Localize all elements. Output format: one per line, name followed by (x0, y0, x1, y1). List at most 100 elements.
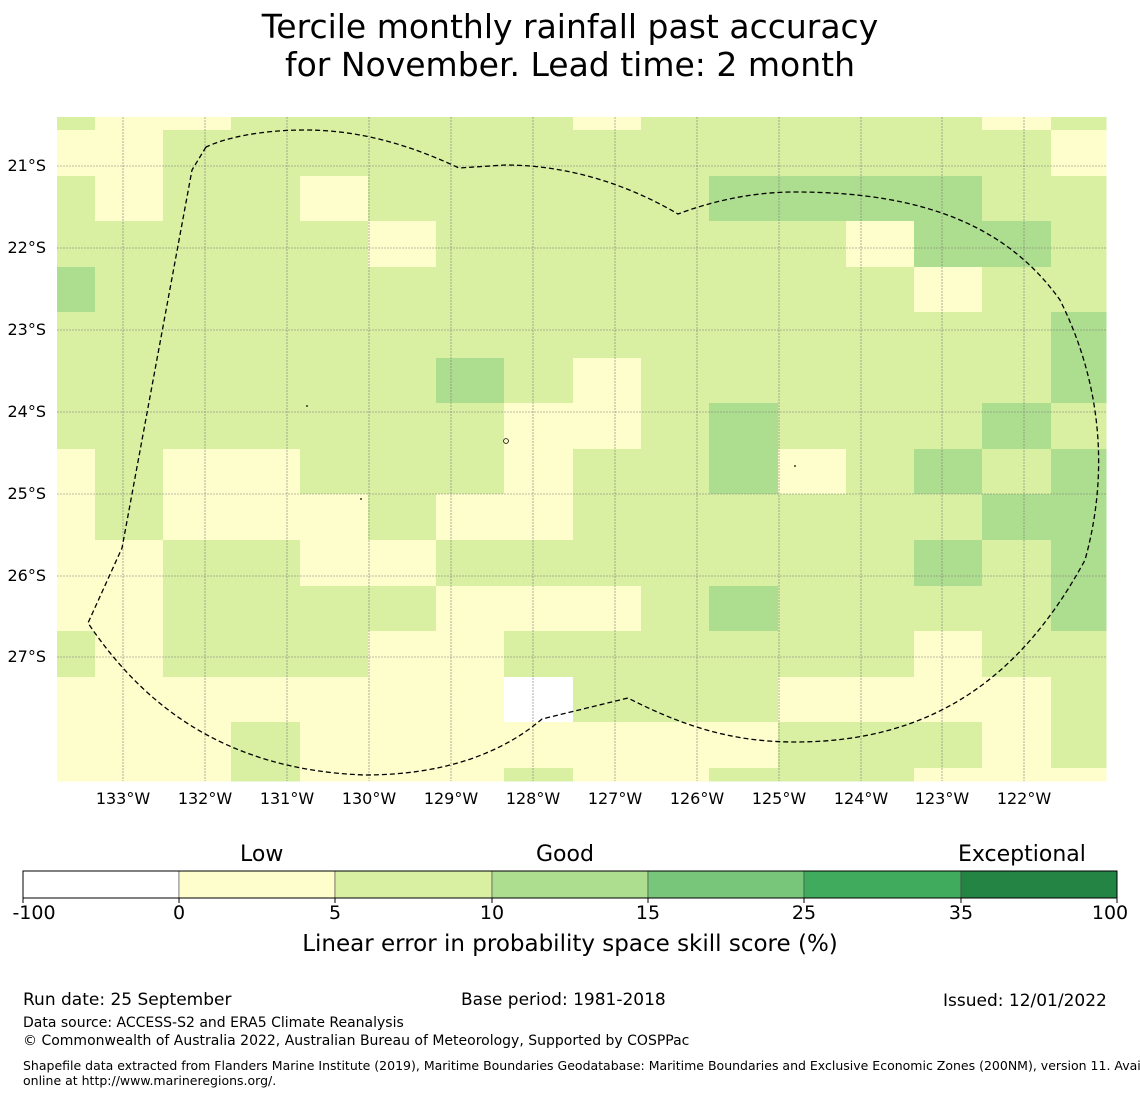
grid-cell (982, 494, 1052, 541)
grid-cell (709, 267, 779, 313)
grid-cell (641, 403, 710, 450)
latitude-label: 26°S (7, 566, 46, 585)
grid-cell (641, 768, 710, 782)
grid-cell (231, 677, 301, 723)
colorbar-tick-label: 10 (479, 902, 505, 924)
grid-cell (709, 586, 779, 632)
grid-cell (778, 631, 847, 678)
grid-cell (914, 449, 983, 495)
category-low: Low (240, 842, 284, 867)
grid-cell (573, 130, 642, 177)
grid-cell (778, 403, 847, 450)
grid-cell (982, 449, 1052, 495)
latitude-label: 21°S (7, 156, 46, 175)
grid-cell (163, 221, 232, 268)
longitude-label: 126°W (669, 789, 725, 808)
grid-cell (709, 130, 779, 177)
grid-cell (504, 722, 574, 769)
grid-cell (436, 176, 505, 222)
grid-cell (982, 677, 1052, 723)
grid-cell (914, 312, 983, 359)
grid-cell (914, 722, 983, 769)
grid-cell (641, 722, 710, 769)
grid-cell (709, 677, 779, 723)
title-line-2: for November. Lead time: 2 month (284, 45, 855, 84)
grid-cell (57, 449, 96, 495)
grid-cell (982, 130, 1052, 177)
grid-cell (914, 221, 983, 268)
grid-cell (504, 768, 574, 782)
grid-cell (95, 494, 164, 541)
grid-cell (163, 722, 232, 769)
grid-cell (982, 540, 1052, 587)
shapefile-credit-line-1: Shapefile data extracted from Flanders M… (23, 1058, 1140, 1073)
grid-cell (914, 586, 983, 632)
grid-cell (57, 586, 96, 632)
grid-cell (57, 631, 96, 678)
grid-cell (573, 449, 642, 495)
issued-date: Issued: 12/01/2022 (943, 991, 1107, 1011)
grid-cell (300, 586, 369, 632)
grid-cell (368, 586, 437, 632)
longitude-label: 127°W (587, 789, 643, 808)
grid-cell (914, 358, 983, 404)
grid-cell (641, 677, 710, 723)
grid-cell (914, 130, 983, 177)
grid-cell (846, 631, 915, 678)
grid-cell (778, 768, 847, 782)
grid-cell (914, 677, 983, 723)
grid-cell (778, 677, 847, 723)
grid-cell (231, 117, 301, 131)
grid-cell (846, 267, 915, 313)
colorbar-tick-label: 35 (948, 902, 974, 924)
grid-cell (95, 677, 164, 723)
grid-cell (163, 130, 232, 177)
copyright: © Commonwealth of Australia 2022, Austra… (23, 1033, 690, 1049)
grid-cell (57, 176, 96, 222)
grid-cell (436, 267, 505, 313)
grid-cell (231, 176, 301, 222)
grid-cell (231, 312, 301, 359)
grid-cell (57, 403, 96, 450)
grid-cell (914, 631, 983, 678)
grid-cell (57, 768, 96, 782)
grid-cell (300, 449, 369, 495)
colorbar-tick-label: 0 (172, 902, 186, 924)
grid-cell (778, 312, 847, 359)
grid-cell (573, 267, 642, 313)
colorbar-title: Linear error in probability space skill … (302, 931, 838, 957)
grid-cell (914, 267, 983, 313)
grid-cell (778, 130, 847, 177)
grid-cell (95, 221, 164, 268)
grid-cell (95, 176, 164, 222)
grid-cell (641, 449, 710, 495)
colorbar-segment (803, 870, 962, 899)
grid-cell (163, 403, 232, 450)
base-period: Base period: 1981-2018 (461, 990, 666, 1010)
colorbar-tick-label: 100 (1091, 902, 1129, 924)
grid-cell (709, 117, 779, 131)
grid-cell (504, 403, 574, 450)
grid-cell (1051, 768, 1107, 782)
grid-cell (846, 176, 915, 222)
latitude-label: 22°S (7, 238, 46, 257)
longitude-label: 131°W (259, 789, 315, 808)
grid-cell (778, 449, 847, 495)
grid-cell (163, 677, 232, 723)
islands (306, 405, 796, 500)
longitude-label: 129°W (423, 789, 479, 808)
grid-cell (1051, 221, 1107, 268)
grid-cell (300, 176, 369, 222)
grid-cell (368, 358, 437, 404)
grid-cell (231, 221, 301, 268)
grid-cell (300, 267, 369, 313)
grid-cell (982, 312, 1052, 359)
grid-cell (914, 494, 983, 541)
grid-cell (436, 631, 505, 678)
grid-cell (1051, 449, 1107, 495)
grid-cell (504, 176, 574, 222)
grid-cell (1051, 722, 1107, 769)
grid-cell (504, 267, 574, 313)
grid-cell (57, 540, 96, 587)
grid-cell (504, 221, 574, 268)
